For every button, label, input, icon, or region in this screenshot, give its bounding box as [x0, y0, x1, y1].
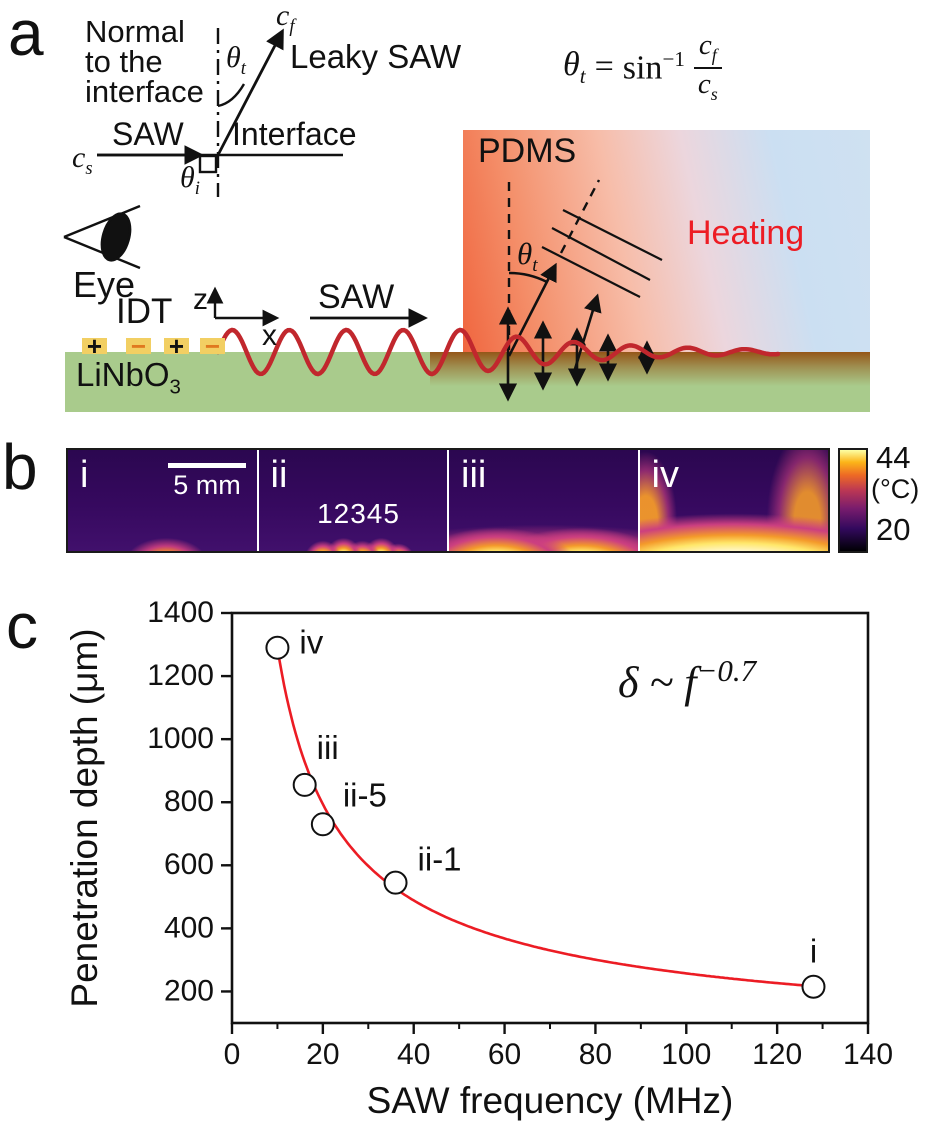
theta-t-arc-pdms: [508, 271, 548, 284]
leaky-saw-label: Leaky SAW: [290, 38, 462, 75]
colorbar-unit-label: (°C): [871, 474, 920, 504]
x-axis-label: x: [262, 319, 277, 352]
displacement-arrows: [498, 293, 657, 402]
x-tick-label: 140: [843, 1038, 893, 1071]
linbo3-label: LiNbO3: [76, 356, 181, 399]
y-axis-title: Penetration depth (μm): [64, 628, 105, 1007]
thermal-image-iii-label: iii: [461, 454, 487, 496]
idt-finger-numbers: 12345: [317, 498, 400, 529]
z-axis-label: z: [193, 283, 208, 316]
idt-electrode-positive: +: [164, 333, 189, 359]
colorbar-min-label: 20: [876, 512, 911, 547]
panel-b-thermal-images: b i 5 mm ii 12345 iii iv 44 (°C) 20: [0, 430, 926, 575]
data-point-label: iv: [299, 624, 323, 661]
theta-t-arc: [217, 83, 246, 108]
x-tick-label: 100: [661, 1038, 711, 1071]
cs-label: cs: [72, 141, 93, 179]
x-tick-label: 0: [224, 1038, 241, 1071]
y-tick-label: 600: [164, 848, 214, 881]
thermal-image-i-label: i: [80, 454, 89, 496]
scalebar: [168, 463, 246, 468]
pdms-label: PDMS: [478, 132, 577, 170]
y-tick-label: 200: [164, 974, 214, 1007]
penetration-depth-chart: 0 20 40 60 80 100 120 140 200 400 600 800 1000 1200 14…: [64, 596, 893, 1121]
normal-label-line1: Normal: [85, 14, 185, 49]
idt-electrode-negative: −: [126, 333, 151, 359]
x-tick-label: 120: [752, 1038, 802, 1071]
data-point: [310, 812, 335, 837]
theta-i-label: θi: [180, 161, 200, 199]
beam-extension-dashed: [559, 179, 601, 254]
data-point: [265, 635, 290, 660]
data-point-label: ii-1: [418, 841, 462, 878]
thermal-image-i: i 5 mm: [68, 450, 257, 551]
refracted-beam-arrow: [507, 262, 557, 357]
leaky-saw-arrow: [216, 28, 284, 156]
x-tick-label: 80: [579, 1038, 612, 1071]
saw-label: SAW: [318, 278, 395, 316]
x-tick-label: 60: [488, 1038, 521, 1071]
theta-t-pdms-label: θt: [517, 236, 538, 277]
scalebar-label: 5 mm: [173, 470, 241, 500]
y-tick-label: 400: [164, 911, 214, 944]
normal-label-line2: to the: [85, 44, 163, 79]
wavefront-lines: [541, 209, 663, 298]
idt-electrode-negative: −: [200, 333, 225, 359]
heating-label: Heating: [687, 214, 805, 252]
equation-sin: sin−1: [622, 46, 685, 87]
temperature-colorbar: [838, 448, 868, 553]
saw-inset-label: SAW: [112, 116, 184, 152]
eye-label: Eye: [73, 264, 136, 305]
thermal-image-strip: i 5 mm ii 12345 iii iv: [66, 448, 830, 553]
panel-b-label: b: [2, 431, 38, 503]
fit-annotation: δ ~ f−0.7: [618, 653, 758, 707]
panel-a-label: a: [8, 0, 44, 69]
idt-label: IDT: [116, 292, 173, 331]
idt-electrode-positive: +: [82, 333, 107, 359]
fit-curve: [276, 647, 816, 988]
zx-axes: [206, 286, 280, 327]
data-point: [292, 772, 317, 797]
saw-wave: [215, 327, 781, 377]
panel-c-label: c: [6, 590, 38, 662]
data-point-label: ii-5: [343, 776, 387, 813]
y-tick-label: 1000: [147, 722, 214, 755]
panel-a-schematic: a: [0, 0, 926, 430]
data-point: [383, 870, 408, 895]
panel-c-plot: c 0 20 40 60 80 100 120 140 200 400 600 800 1000 1200…: [0, 575, 926, 1127]
schematic-drawing: [63, 28, 781, 402]
equation-fraction: cf cs: [693, 29, 722, 104]
thermal-image-ii-label: ii: [270, 454, 288, 496]
thermal-image-iv-label: iv: [651, 454, 679, 496]
interface-label: Interface: [232, 116, 357, 152]
thermal-image-ii: ii 12345: [258, 450, 447, 551]
thermal-image-iv: iv: [639, 450, 828, 551]
x-tick-label: 40: [397, 1038, 430, 1071]
colorbar-max-label: 44: [876, 440, 911, 475]
right-angle-marker: [198, 154, 218, 174]
y-tick-label: 800: [164, 785, 214, 818]
cf-label: cf: [276, 0, 295, 37]
thermal-image-iii: iii: [449, 450, 638, 551]
data-point-label: i: [810, 933, 817, 970]
snell-equation: θt = sin−1 cf cs: [563, 29, 722, 104]
data-point-label: iii: [317, 729, 339, 766]
equation-lhs: θt: [563, 45, 586, 88]
eye-icon: [63, 204, 141, 270]
data-point: [801, 974, 826, 999]
theta-t-inset-label: θt: [226, 41, 246, 79]
y-tick-label: 1400: [147, 596, 214, 629]
x-axis-title: SAW frequency (MHz): [367, 1080, 734, 1121]
x-tick-label: 20: [306, 1038, 339, 1071]
normal-label-line3: interface: [85, 74, 204, 109]
y-tick-label: 1200: [147, 659, 214, 692]
